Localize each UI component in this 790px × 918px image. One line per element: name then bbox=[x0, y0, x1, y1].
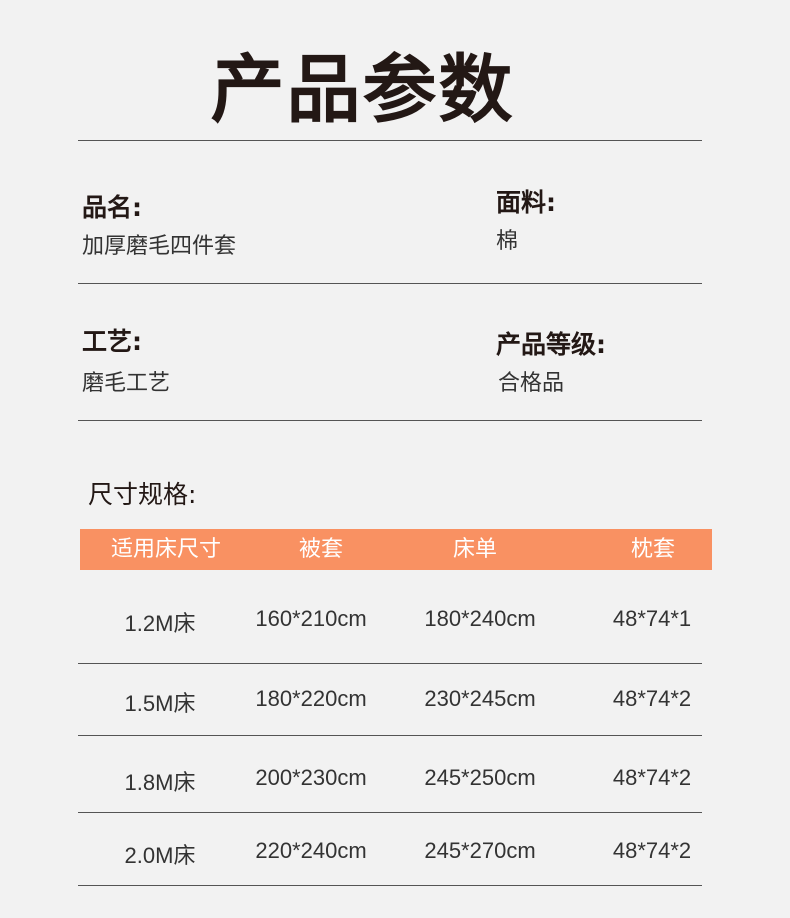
field-label-fabric: 面料: bbox=[496, 188, 556, 217]
divider bbox=[78, 283, 702, 284]
table-cell: 245*270cm bbox=[424, 838, 536, 863]
table-cell: 180*220cm bbox=[255, 686, 367, 711]
divider bbox=[78, 140, 702, 141]
divider bbox=[78, 420, 702, 421]
header-duvet: 被套 bbox=[298, 537, 344, 562]
table-cell: 180*240cm bbox=[424, 606, 536, 631]
header-bed-size: 适用床尺寸 bbox=[110, 537, 222, 562]
field-value-craft: 磨毛工艺 bbox=[82, 371, 171, 396]
row-divider bbox=[78, 812, 702, 813]
table-cell: 48*74*1 bbox=[612, 606, 692, 631]
field-value-name: 加厚磨毛四件套 bbox=[82, 234, 237, 259]
table-cell: 160*210cm bbox=[255, 606, 367, 631]
field-label-name: 品名: bbox=[82, 193, 142, 222]
table-cell: 1.5M床 bbox=[124, 691, 196, 716]
table-cell: 230*245cm bbox=[424, 686, 536, 711]
table-cell: 2.0M床 bbox=[124, 843, 196, 868]
field-value-grade: 合格品 bbox=[498, 371, 565, 396]
table-cell: 200*230cm bbox=[255, 765, 367, 790]
table-cell: 1.8M床 bbox=[124, 770, 196, 795]
header-sheet: 床单 bbox=[452, 537, 498, 562]
table-cell: 220*240cm bbox=[255, 838, 367, 863]
size-section-label: 尺寸规格: bbox=[88, 480, 197, 509]
table-header: 适用床尺寸 被套 床单 枕套 bbox=[80, 529, 712, 570]
row-divider bbox=[78, 663, 702, 664]
table-cell: 245*250cm bbox=[424, 765, 536, 790]
header-pillowcase: 枕套 bbox=[630, 537, 676, 562]
table-cell: 48*74*2 bbox=[612, 686, 692, 711]
table-cell: 1.2M床 bbox=[124, 611, 196, 636]
table-cell: 48*74*2 bbox=[612, 838, 692, 863]
page-title: 产品参数 bbox=[210, 47, 515, 133]
row-divider bbox=[78, 885, 702, 886]
row-divider bbox=[78, 735, 702, 736]
field-label-craft: 工艺: bbox=[82, 327, 142, 356]
field-value-fabric: 棉 bbox=[496, 229, 519, 254]
field-label-grade: 产品等级: bbox=[496, 330, 606, 359]
table-cell: 48*74*2 bbox=[612, 765, 692, 790]
